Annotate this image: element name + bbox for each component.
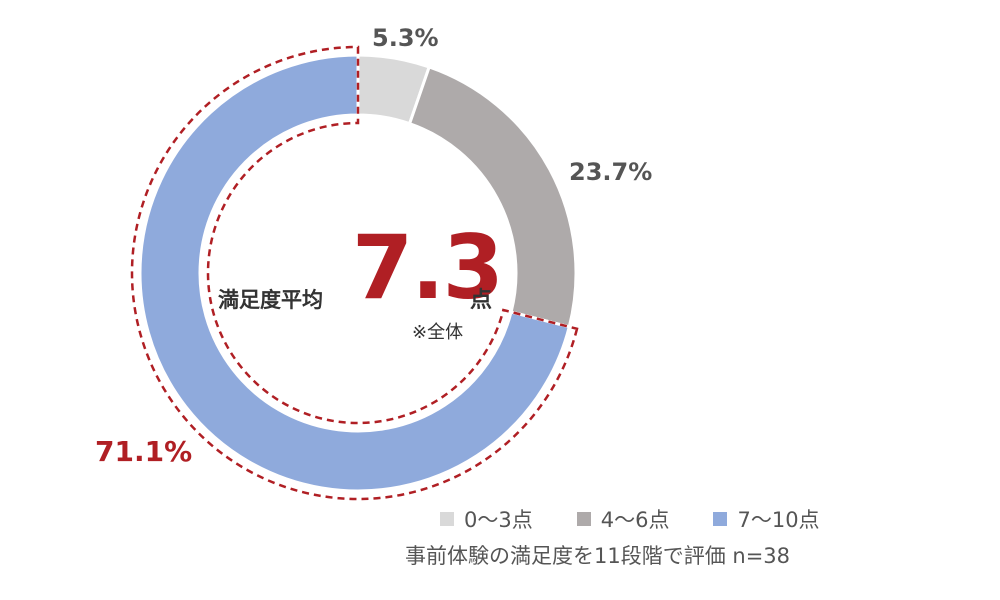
legend-label-4-6: 4～6点 [600,508,670,532]
data-label-0-3: 5.3% [372,24,439,52]
legend-label-7-10: 7～10点 [737,508,820,532]
data-label-7-10: 71.1% [95,435,193,468]
legend-swatch-0-3 [440,512,454,526]
highlight-outline [130,45,579,501]
legend-label-0-3: 0～3点 [464,508,533,532]
legend-item-7-10: 7～10点 [713,504,820,534]
chart-footnote: 事前体験の満足度を11段階で評価 n=38 [405,544,791,568]
legend: 0～3点 4～6点 7～10点 [440,504,820,534]
legend-swatch-7-10 [713,512,728,526]
data-label-4-6: 23.7% [569,158,653,186]
legend-swatch-4-6 [576,512,591,526]
center-label: 満足度平均 [218,288,323,312]
donut-slice-7-10 [138,53,572,493]
center-note: ※全体 [412,322,464,343]
legend-item-0-3: 0～3点 [440,504,533,534]
legend-item-4-6: 4～6点 [576,504,670,534]
center-unit: 点 [470,288,493,313]
center-average-value: 7.3 [352,216,504,319]
